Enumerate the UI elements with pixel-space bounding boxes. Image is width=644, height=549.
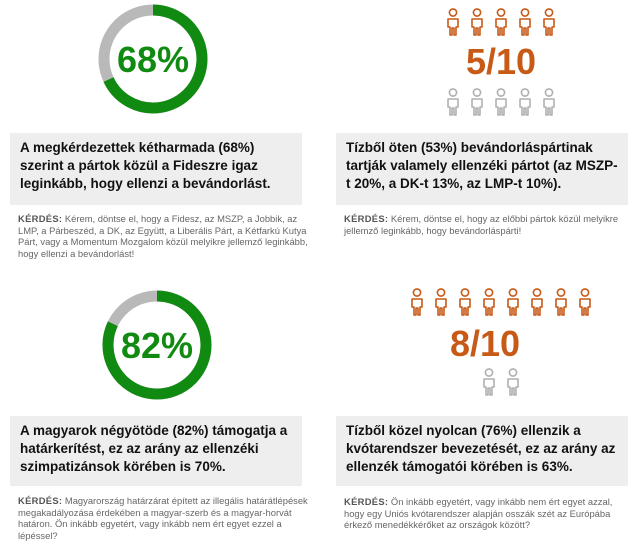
person-icon — [457, 288, 473, 316]
donut-value-arc — [102, 290, 212, 400]
donut-svg: 68% — [98, 4, 208, 114]
person-icon — [553, 288, 569, 316]
person-icon — [433, 288, 449, 316]
question-body: Kérem, döntse el, hogy az előbbi pártok … — [344, 213, 619, 236]
person-icon — [541, 88, 557, 116]
question-body: Ön inkább egyetért, vagy inkább nem ért … — [344, 496, 613, 530]
people-row — [436, 8, 566, 36]
statement-text: A megkérdezettek kétharmada (68%) szerin… — [10, 133, 302, 205]
person-icon — [577, 288, 593, 316]
person-icon — [517, 88, 533, 116]
person-icon — [493, 8, 509, 36]
question-label: KÉRDÉS: — [18, 495, 63, 506]
person-icon — [493, 88, 509, 116]
person-icon — [505, 288, 521, 316]
person-icon — [469, 8, 485, 36]
person-icon — [481, 288, 497, 316]
person-icon — [445, 88, 461, 116]
people-pictogram-5-of-10 — [436, 8, 566, 120]
question-text: KÉRDÉS: Magyarország határzárat épített … — [8, 495, 308, 541]
question-label: KÉRDÉS: — [344, 496, 389, 507]
question-text: KÉRDÉS: Ön inkább egyetért, vagy inkább … — [334, 496, 634, 531]
question-text: KÉRDÉS: Kérem, döntse el, hogy a Fidesz,… — [8, 213, 308, 259]
people-row — [436, 88, 566, 116]
person-icon — [409, 288, 425, 316]
donut-value-arc — [98, 4, 208, 114]
donut-chart-82: 82% — [102, 290, 212, 400]
question-body: Kérem, döntse el, hogy a Fidesz, az MSZP… — [18, 213, 308, 259]
people-row — [396, 368, 606, 396]
person-icon — [541, 8, 557, 36]
statement-text: A magyarok négyötöde (82%) támogatja a h… — [10, 416, 302, 486]
donut-chart-68: 68% — [98, 4, 208, 114]
donut-svg: 82% — [102, 290, 212, 400]
question-label: KÉRDÉS: — [18, 213, 63, 224]
question-label: KÉRDÉS: — [344, 213, 389, 224]
people-pictogram-8-of-10 — [396, 288, 606, 400]
question-text: KÉRDÉS: Kérem, döntse el, hogy az előbbi… — [334, 213, 632, 236]
person-icon — [517, 8, 533, 36]
person-icon — [505, 368, 521, 396]
statement-text: Tízből öten (53%) bevándorláspártinak ta… — [336, 133, 628, 205]
person-icon — [481, 368, 497, 396]
person-icon — [469, 88, 485, 116]
donut-percent-label: 82% — [121, 325, 193, 366]
question-body: Magyarország határzárat épített az illeg… — [18, 495, 308, 541]
person-icon — [529, 288, 545, 316]
statement-text: Tízből közel nyolcan (76%) ellenzik a kv… — [336, 416, 628, 486]
fraction-label: 5/10 — [465, 41, 537, 82]
fraction-label: 8/10 — [449, 323, 521, 364]
people-row — [396, 288, 606, 316]
donut-percent-label: 68% — [117, 39, 189, 80]
person-icon — [445, 8, 461, 36]
